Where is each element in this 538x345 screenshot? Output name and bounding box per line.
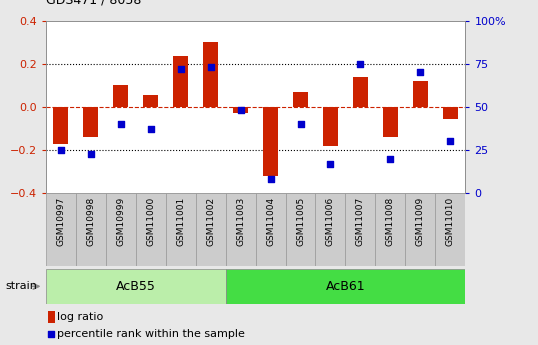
Bar xyxy=(53,107,68,144)
Bar xyxy=(136,193,166,266)
Text: GSM10999: GSM10999 xyxy=(116,197,125,246)
Text: GSM11002: GSM11002 xyxy=(206,197,215,246)
Point xyxy=(236,108,245,113)
Text: GSM11010: GSM11010 xyxy=(446,197,455,246)
Text: GSM11001: GSM11001 xyxy=(176,197,185,246)
Point xyxy=(146,127,155,132)
Bar xyxy=(383,107,398,137)
Text: GDS471 / 8058: GDS471 / 8058 xyxy=(46,0,141,7)
Bar xyxy=(315,193,345,266)
Text: strain: strain xyxy=(5,282,37,291)
Bar xyxy=(83,107,98,137)
Point xyxy=(116,121,125,127)
Bar xyxy=(263,107,278,176)
Text: GSM11009: GSM11009 xyxy=(416,197,425,246)
Point xyxy=(47,331,56,337)
Text: GSM11008: GSM11008 xyxy=(386,197,395,246)
Bar xyxy=(225,193,256,266)
Bar xyxy=(406,193,435,266)
Bar xyxy=(143,95,158,107)
Point xyxy=(266,177,275,182)
Point xyxy=(326,161,335,167)
Bar xyxy=(203,42,218,107)
Bar xyxy=(293,92,308,107)
Text: GSM11006: GSM11006 xyxy=(326,197,335,246)
Point xyxy=(176,66,185,72)
Text: GSM11005: GSM11005 xyxy=(296,197,305,246)
Bar xyxy=(413,81,428,107)
Bar xyxy=(376,193,406,266)
Point xyxy=(446,139,455,144)
Point xyxy=(416,70,424,75)
Text: percentile rank within the sample: percentile rank within the sample xyxy=(57,329,245,339)
Bar xyxy=(46,269,225,304)
Bar xyxy=(105,193,136,266)
Bar xyxy=(345,193,376,266)
Bar xyxy=(48,310,54,323)
Text: GSM10998: GSM10998 xyxy=(86,197,95,246)
Bar xyxy=(46,193,76,266)
Text: GSM11003: GSM11003 xyxy=(236,197,245,246)
Point xyxy=(87,151,95,156)
Bar xyxy=(113,86,128,107)
Text: GSM11004: GSM11004 xyxy=(266,197,275,246)
Bar xyxy=(166,193,196,266)
Text: AcB61: AcB61 xyxy=(325,280,365,293)
Text: GSM10997: GSM10997 xyxy=(56,197,65,246)
Point xyxy=(296,121,305,127)
Bar xyxy=(173,56,188,107)
Text: log ratio: log ratio xyxy=(57,312,103,322)
Point xyxy=(206,65,215,70)
Text: GSM11007: GSM11007 xyxy=(356,197,365,246)
Bar xyxy=(353,77,368,107)
Bar xyxy=(76,193,105,266)
Bar xyxy=(225,269,465,304)
Point xyxy=(56,147,65,153)
Point xyxy=(386,156,395,161)
Point xyxy=(356,61,365,67)
Bar xyxy=(256,193,286,266)
Bar xyxy=(233,107,248,114)
Text: GSM11000: GSM11000 xyxy=(146,197,155,246)
Bar xyxy=(196,193,225,266)
Text: AcB55: AcB55 xyxy=(116,280,155,293)
Bar xyxy=(286,193,315,266)
Bar xyxy=(323,107,338,146)
Bar xyxy=(435,193,465,266)
Bar xyxy=(443,107,458,119)
